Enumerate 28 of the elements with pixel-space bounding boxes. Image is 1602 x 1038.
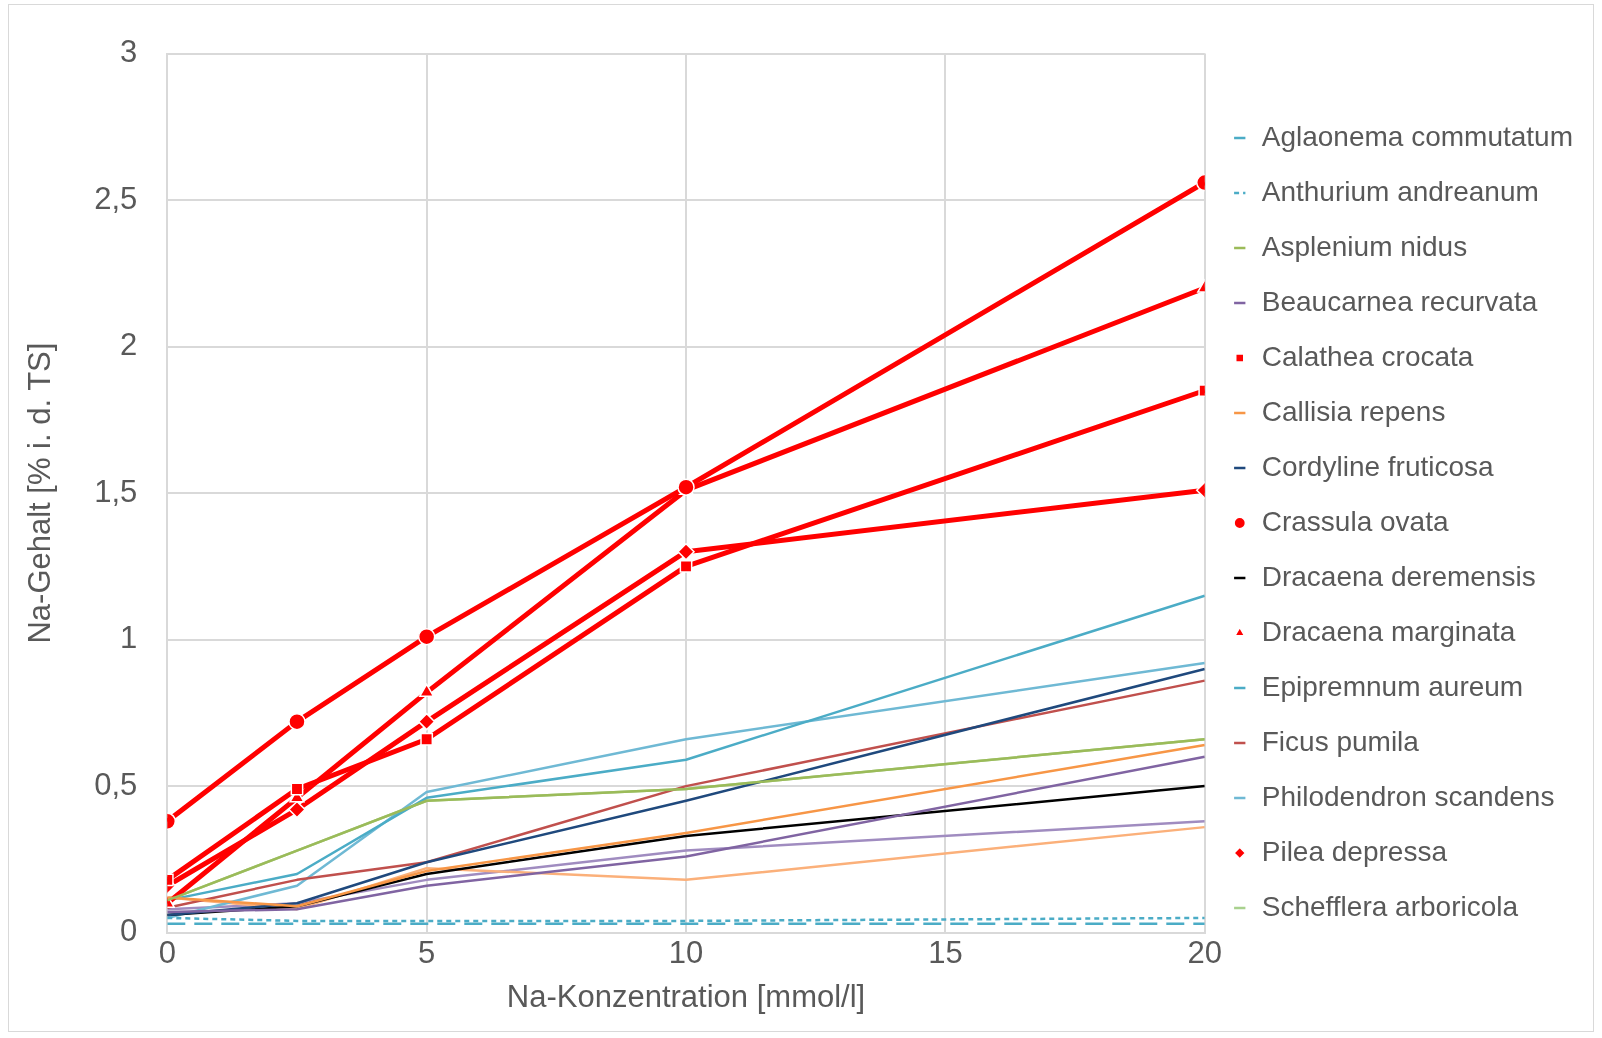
legend-label: Asplenium nidus <box>1261 230 1468 262</box>
legend-label: Pilea depressa <box>1261 835 1448 867</box>
x-tick-label: 10 <box>668 934 704 970</box>
y-tick-label: 2 <box>120 327 138 363</box>
legend-label: Dracaena deremensis <box>1261 560 1536 592</box>
legend-label: Dracaena marginata <box>1261 615 1516 647</box>
y-tick-label: 0,5 <box>94 766 138 802</box>
legend-label: Calathea crocata <box>1261 340 1474 372</box>
y-tick-label: 1,5 <box>94 473 138 509</box>
x-axis-title: Na-Konzentration [mmol/l] <box>506 978 866 1014</box>
y-tick-label: 2,5 <box>94 180 138 216</box>
legend-label: Anthurium andreanum <box>1261 175 1539 207</box>
x-tick-label: 0 <box>158 934 176 970</box>
y-axis-title: Na-Gehalt [% i. d. TS] <box>22 342 58 644</box>
x-tick-label: 5 <box>418 934 436 970</box>
legend-label: Callisia repens <box>1261 395 1446 427</box>
legend-label: Crassula ovata <box>1261 505 1449 537</box>
legend-label: Cordyline fruticosa <box>1261 450 1495 482</box>
y-tick-label: 3 <box>120 34 138 70</box>
x-tick-label: 20 <box>1187 934 1222 970</box>
x-tick-label: 15 <box>928 934 963 970</box>
legend-label: Epipremnum aureum <box>1261 670 1524 702</box>
legend-label: Ficus pumila <box>1261 725 1420 757</box>
y-tick-label: 1 <box>120 620 138 656</box>
legend-label: Aglaonema commutatum <box>1261 120 1574 152</box>
legend-label: Beaucarnea recurvata <box>1261 285 1538 317</box>
legend-label: Schefflera arboricola <box>1261 890 1519 922</box>
legend-label: Philodendron scandens <box>1261 780 1555 812</box>
